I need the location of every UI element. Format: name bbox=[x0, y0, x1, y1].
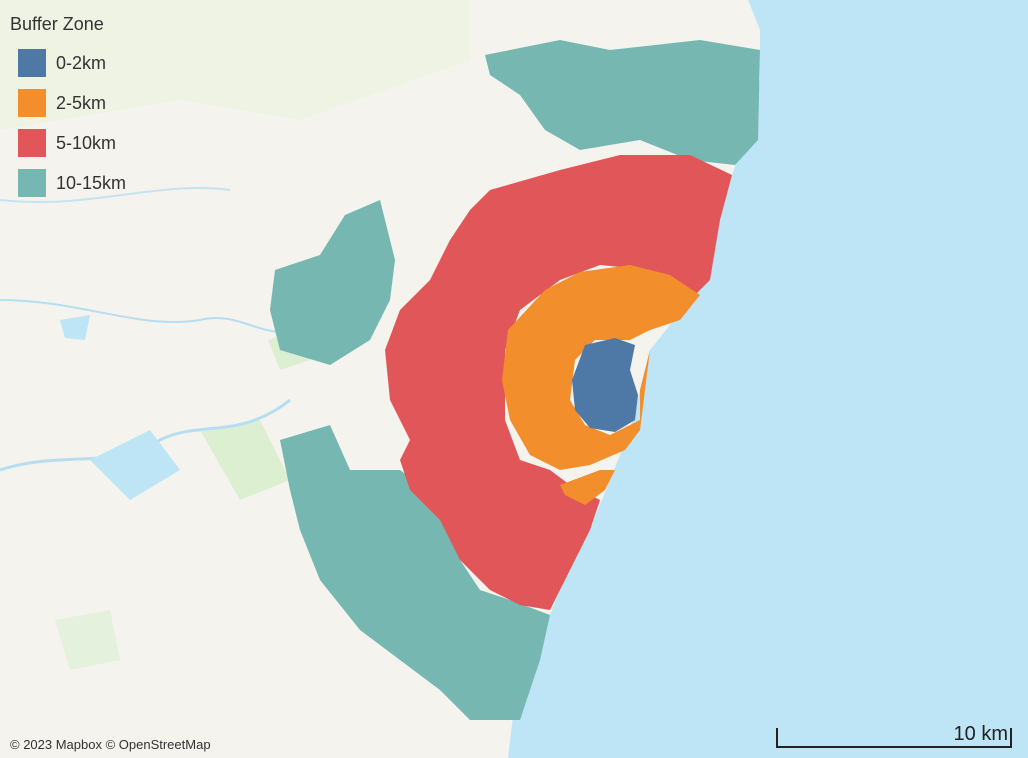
legend-label: 2-5km bbox=[56, 92, 107, 113]
legend-swatch bbox=[18, 49, 46, 77]
legend-item-5-10km[interactable]: 5-10km bbox=[10, 123, 126, 163]
legend-swatch bbox=[18, 89, 46, 117]
legend-title: Buffer Zone bbox=[10, 14, 104, 34]
legend-item-2-5km[interactable]: 2-5km bbox=[10, 83, 126, 123]
ocean bbox=[508, 0, 1028, 758]
zone-10-15km bbox=[270, 40, 760, 720]
zone-5-10km bbox=[385, 155, 732, 610]
legend-label: 0-2km bbox=[56, 52, 107, 73]
park-area bbox=[55, 610, 120, 670]
legend: Buffer Zone 0-2km 2-5km 5-10km 10-15km bbox=[10, 14, 126, 203]
legend-swatch bbox=[18, 169, 46, 197]
zone-2-5km bbox=[502, 265, 700, 505]
river bbox=[60, 315, 90, 340]
scale-bar-label: 10 km bbox=[953, 723, 1008, 745]
river bbox=[90, 430, 180, 500]
river bbox=[0, 299, 301, 333]
legend-item-0-2km[interactable]: 0-2km bbox=[10, 43, 126, 83]
legend-swatch bbox=[18, 129, 46, 157]
legend-label: 10-15km bbox=[56, 172, 127, 193]
park-area bbox=[0, 0, 470, 130]
river bbox=[0, 398, 291, 472]
map-attribution[interactable]: © 2023 Mapbox © OpenStreetMap bbox=[10, 737, 211, 752]
river bbox=[0, 186, 231, 204]
legend-item-10-15km[interactable]: 10-15km bbox=[10, 163, 126, 203]
scale-bar: 10 km bbox=[776, 722, 1012, 748]
park-area bbox=[200, 420, 290, 500]
scale-bar-line bbox=[776, 728, 1012, 748]
legend-label: 5-10km bbox=[56, 132, 117, 153]
zone-0-2km bbox=[572, 338, 638, 432]
